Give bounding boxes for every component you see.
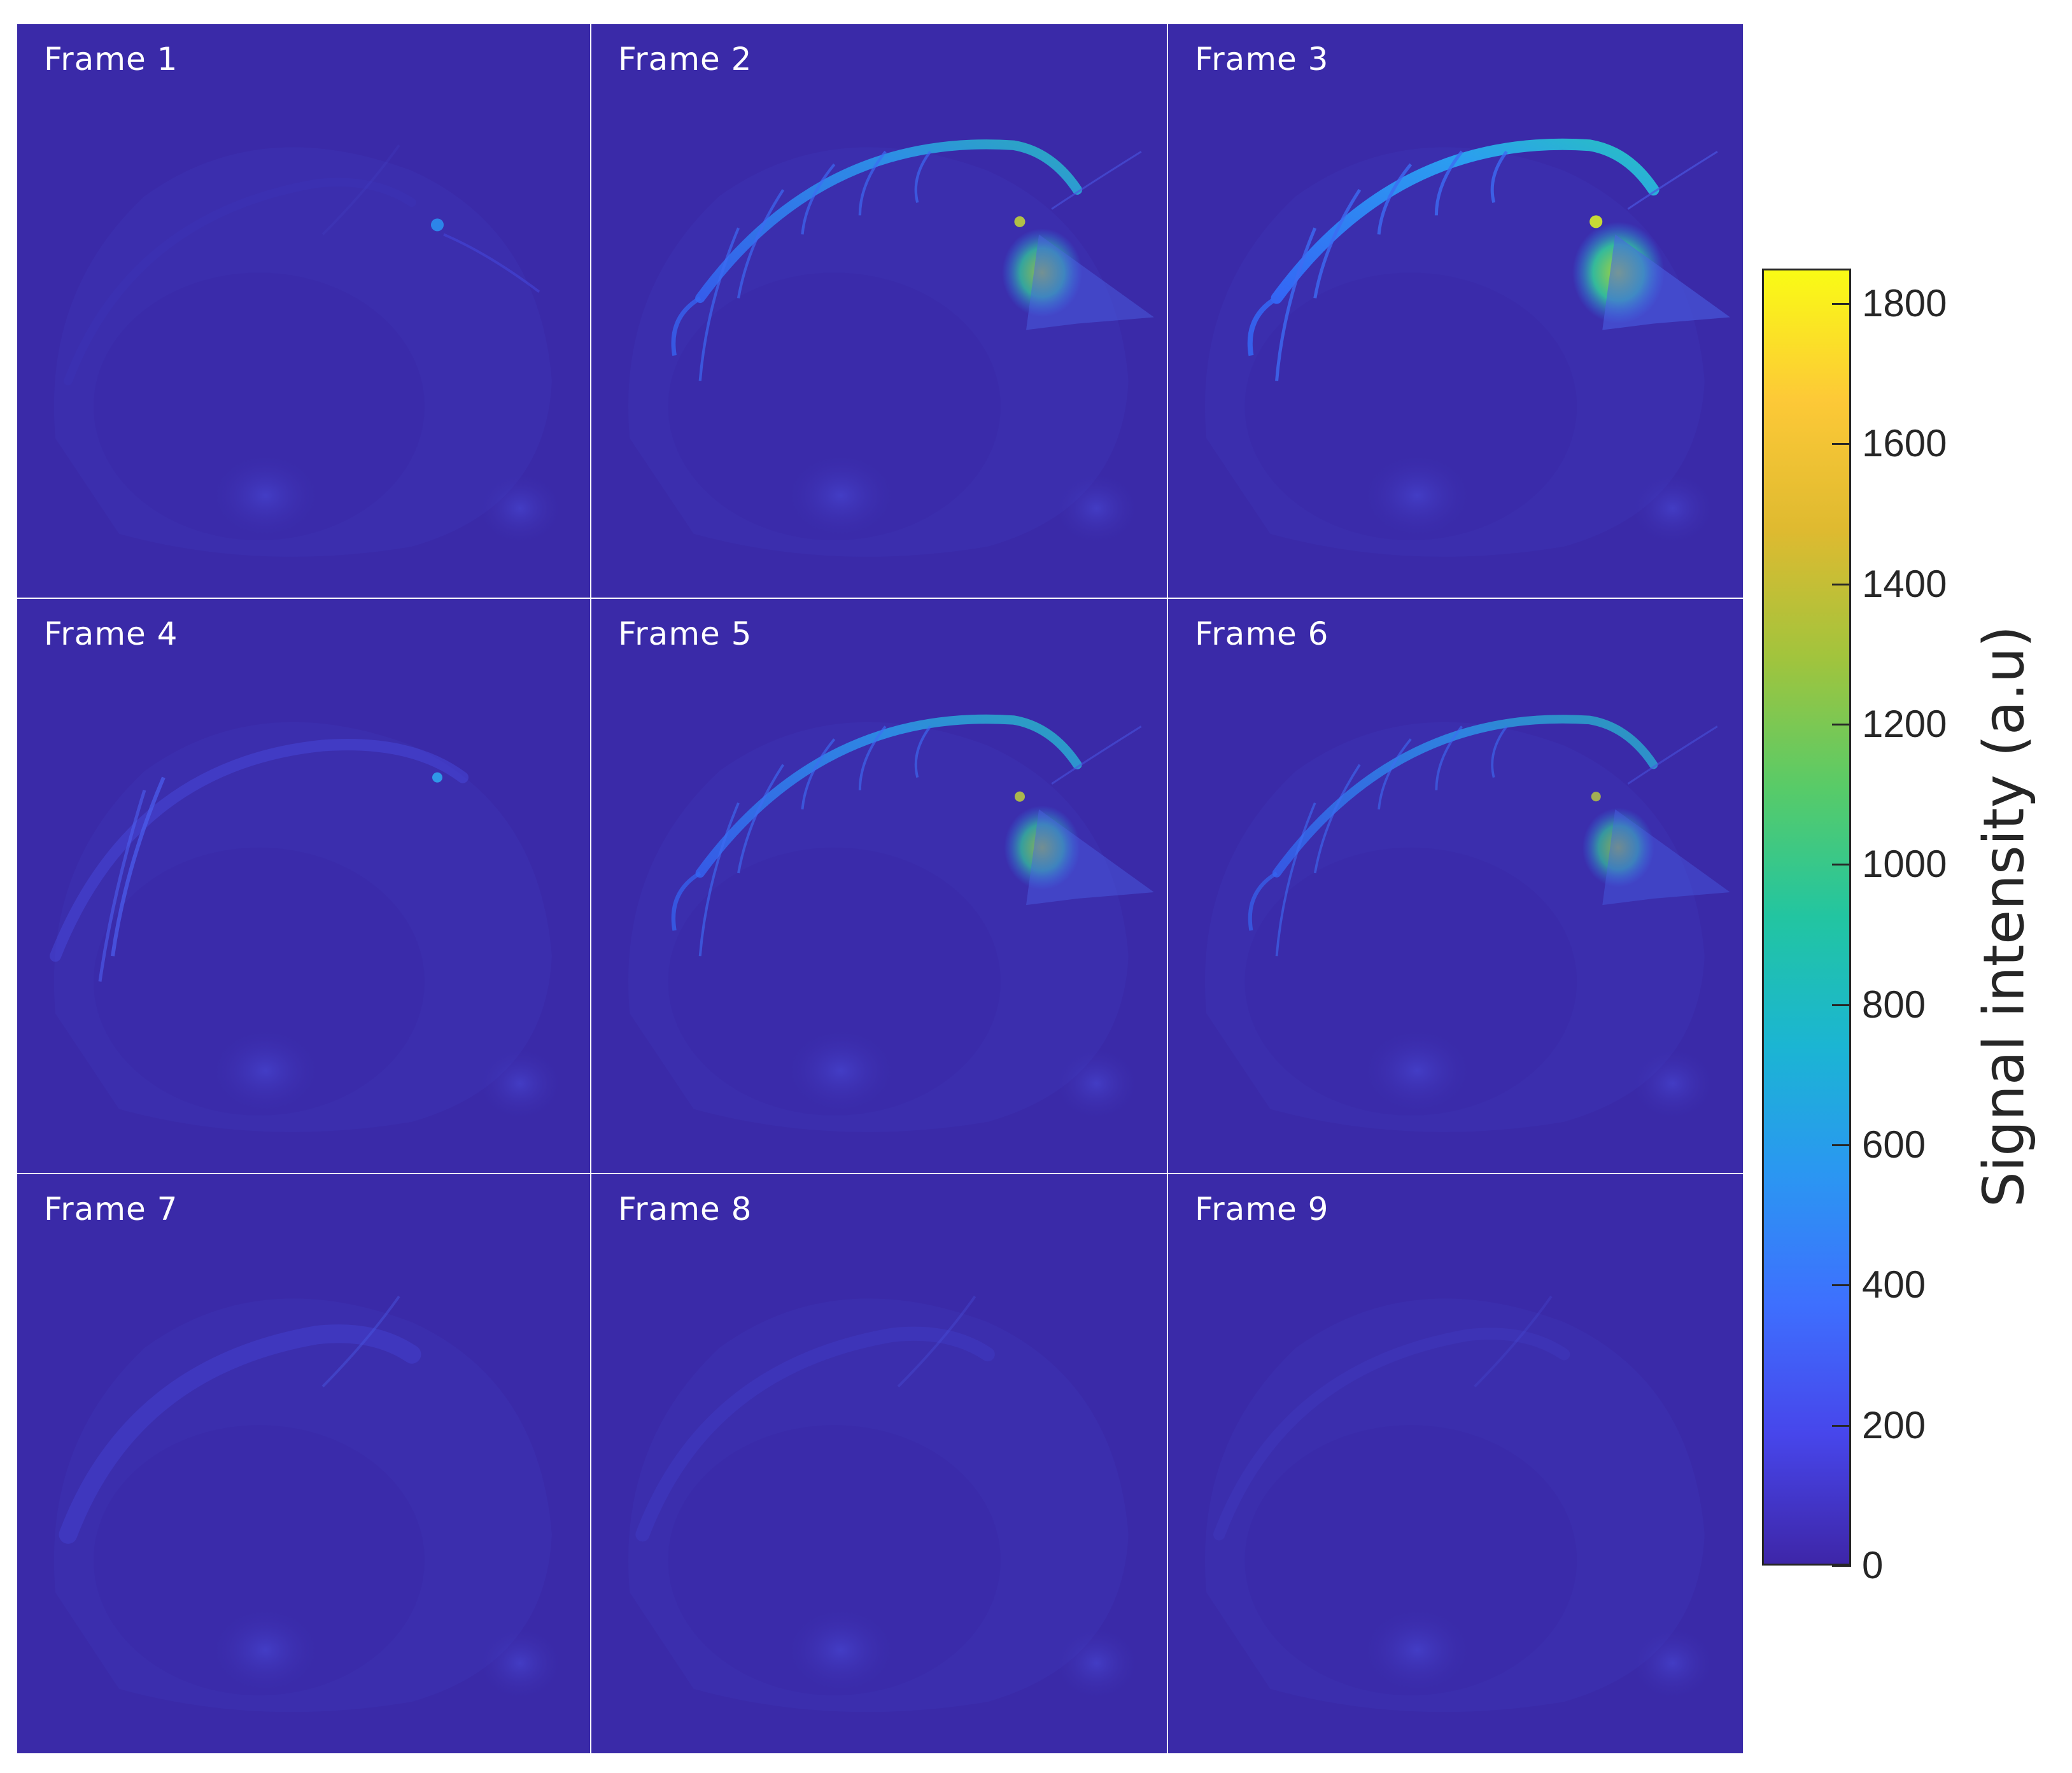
frame-grid: Frame 1 Frame 2 Frame 3 <box>17 24 1743 1753</box>
colorbar-tick-label: 1800 <box>1862 282 1947 325</box>
colorbar-tick <box>1832 583 1851 585</box>
colorbar-tick <box>1832 1284 1851 1287</box>
colorbar-tick <box>1832 1565 1851 1567</box>
frame-label: Frame 1 <box>44 41 178 78</box>
frame-panel: Frame 1 <box>17 24 590 598</box>
colorbar-tick-label: 800 <box>1862 983 1926 1026</box>
frame-label: Frame 6 <box>1195 615 1329 652</box>
colorbar-tick <box>1832 1144 1851 1147</box>
frame-panel: Frame 8 <box>591 1174 1167 1753</box>
colorbar-tick-label: 600 <box>1862 1123 1926 1167</box>
frame-panel: Frame 5 <box>591 599 1167 1173</box>
frame-panel: Frame 7 <box>17 1174 590 1753</box>
colorbar-tick <box>1832 724 1851 726</box>
colorbar-tick <box>1832 1004 1851 1006</box>
colorbar-tick-label: 200 <box>1862 1403 1926 1447</box>
colorbar-tick <box>1832 303 1851 305</box>
frame-label: Frame 8 <box>618 1191 752 1228</box>
colorbar-tick-label: 400 <box>1862 1263 1926 1307</box>
frame-label: Frame 5 <box>618 615 752 652</box>
frame-label: Frame 7 <box>44 1191 178 1228</box>
frame-panel: Frame 3 <box>1168 24 1743 598</box>
colorbar-tick <box>1832 443 1851 445</box>
colorbar <box>1762 269 1851 1566</box>
colorbar-tick <box>1832 1424 1851 1427</box>
colorbar-title: Signal intensity (a.u) <box>1971 625 2037 1208</box>
colorbar-tick-label: 1000 <box>1862 843 1947 886</box>
colorbar-tick <box>1832 864 1851 866</box>
frame-panel: Frame 9 <box>1168 1174 1743 1753</box>
frame-label: Frame 3 <box>1195 41 1329 78</box>
colorbar-tick-label: 1600 <box>1862 422 1947 465</box>
colorbar-tick-label: 1400 <box>1862 562 1947 605</box>
frame-label: Frame 2 <box>618 41 752 78</box>
frame-panel: Frame 4 <box>17 599 590 1173</box>
frame-panel: Frame 6 <box>1168 599 1743 1173</box>
colorbar-tick-label: 1200 <box>1862 703 1947 746</box>
colorbar-tick-label: 0 <box>1862 1544 1884 1587</box>
frame-label: Frame 4 <box>44 615 178 652</box>
frame-panel: Frame 2 <box>591 24 1167 598</box>
frame-label: Frame 9 <box>1195 1191 1329 1228</box>
